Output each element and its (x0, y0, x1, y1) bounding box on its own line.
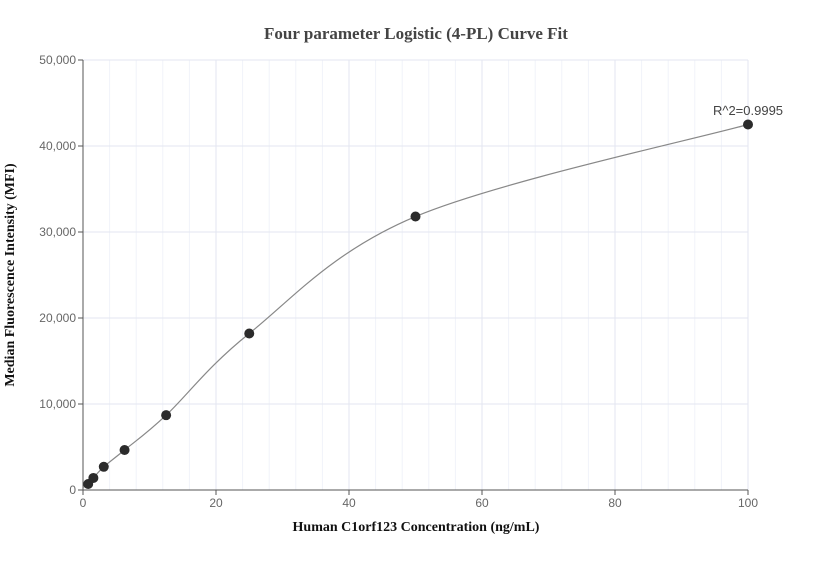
x-tick-label: 80 (608, 496, 622, 510)
data-points (83, 119, 753, 489)
y-tick-label: 20,000 (39, 311, 76, 325)
x-tick-label: 40 (342, 496, 356, 510)
y-tick-label: 10,000 (39, 397, 76, 411)
y-tick-label: 0 (69, 483, 76, 497)
data-point (119, 445, 130, 456)
y-tick-label: 50,000 (39, 53, 76, 67)
data-point (244, 328, 255, 339)
ticks: 0 20 40 60 80 100 0 10,000 20,000 30,000 40,000 50,… (39, 53, 758, 510)
x-tick-label: 60 (475, 496, 489, 510)
x-tick-label: 100 (738, 496, 758, 510)
x-tick-label: 20 (209, 496, 223, 510)
data-point (743, 119, 753, 130)
data-point (161, 410, 172, 421)
data-point (410, 211, 421, 222)
r-squared-annotation: R^2=0.9995 (713, 103, 783, 118)
grid (83, 59, 749, 490)
data-point (88, 472, 99, 483)
chart-title: Four parameter Logistic (4-PL) Curve Fit (264, 24, 568, 43)
x-axis-label: Human C1orf123 Concentration (ng/mL) (293, 520, 540, 535)
fit-curve (82, 123, 749, 488)
data-point (98, 461, 109, 472)
y-tick-label: 30,000 (39, 225, 76, 239)
x-tick-label: 0 (80, 496, 87, 510)
y-axis-label: Median Fluorescence Intensity (MFI) (3, 163, 18, 387)
y-tick-label: 40,000 (39, 139, 76, 153)
